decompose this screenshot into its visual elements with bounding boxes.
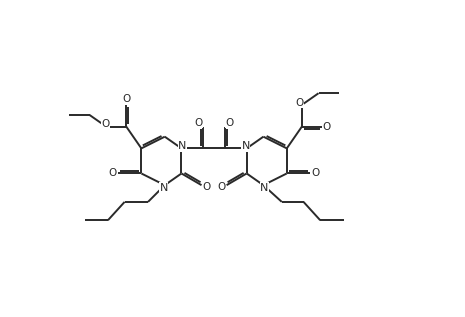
Text: O: O bbox=[202, 182, 211, 192]
Text: O: O bbox=[295, 98, 304, 107]
Text: N: N bbox=[241, 141, 250, 151]
Text: O: O bbox=[218, 182, 226, 192]
Text: O: O bbox=[101, 119, 110, 129]
Text: O: O bbox=[194, 118, 202, 128]
Text: N: N bbox=[178, 141, 186, 151]
Text: O: O bbox=[109, 168, 117, 178]
Text: O: O bbox=[226, 118, 234, 128]
Text: O: O bbox=[311, 168, 319, 178]
Text: N: N bbox=[260, 183, 269, 193]
Text: N: N bbox=[159, 183, 168, 193]
Text: O: O bbox=[323, 122, 331, 132]
Text: O: O bbox=[122, 94, 130, 104]
